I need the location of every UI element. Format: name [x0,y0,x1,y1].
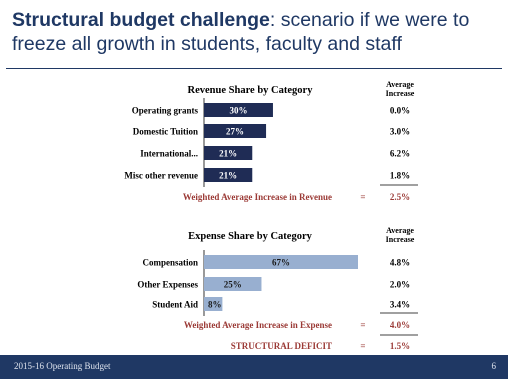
chart-title: Revenue Share by Category [188,85,314,96]
increase-value: 2.0% [390,280,410,290]
slide-title-rest: : scenario if we were to freeze all grow… [12,9,470,55]
bar [204,103,273,117]
category-label: Domestic Tuition [133,127,198,137]
bar [204,124,267,138]
category-label: Student Aid [152,300,198,310]
increase-value: 6.2% [390,149,410,159]
increase-header: Increase [386,235,415,244]
category-label: International... [140,149,198,159]
increase-header: Average [386,226,414,235]
bar-value-label: 25% [224,280,242,290]
bar [204,297,223,311]
weighted-average-label: Weighted Average Increase in Expense [184,320,332,330]
weighted-average-equals: = [360,320,365,330]
bar-value-label: 30% [229,106,247,116]
bar-value-label: 21% [219,149,237,159]
category-label: Operating grants [132,106,199,116]
increase-value: 3.0% [390,127,410,137]
increase-value: 0.0% [390,106,410,116]
increase-value: 4.8% [390,258,410,268]
chart-title: Expense Share by Category [188,231,313,242]
increase-header: Average [386,80,414,89]
bar [204,168,253,182]
structural-deficit-equals: = [360,341,365,351]
increase-value: 3.4% [390,300,410,310]
page-number: 6 [491,361,497,371]
title-divider [6,68,502,69]
structural-deficit-label: STRUCTURAL DEFICIT [231,341,332,351]
bar-value-label: 21% [219,171,237,181]
slide-title-bold: Structural budget challenge [12,9,270,31]
increase-value: 1.8% [390,171,410,181]
structural-deficit-value: 1.5% [390,341,410,351]
budget-charts: Revenue Share by CategoryAverageIncrease… [124,80,418,351]
weighted-average-value: 2.5% [390,192,410,202]
bar [204,277,262,291]
weighted-average-label: Weighted Average Increase in Revenue [183,192,332,202]
footer-bar: 2015-16 Operating Budget 6 [0,355,508,379]
bar-value-label: 8% [208,300,222,310]
bar [204,146,253,160]
weighted-average-value: 4.0% [390,320,410,330]
bar-value-label: 67% [272,258,290,268]
bar-value-label: 27% [226,127,244,137]
weighted-average-equals: = [360,192,365,202]
bar [204,255,358,269]
category-label: Misc other revenue [124,171,198,181]
category-label: Other Expenses [137,280,198,290]
slide-title: Structural budget challenge: scenario if… [12,8,498,56]
footer-text: 2015-16 Operating Budget [14,361,111,371]
increase-header: Increase [386,89,415,98]
category-label: Compensation [142,258,198,268]
